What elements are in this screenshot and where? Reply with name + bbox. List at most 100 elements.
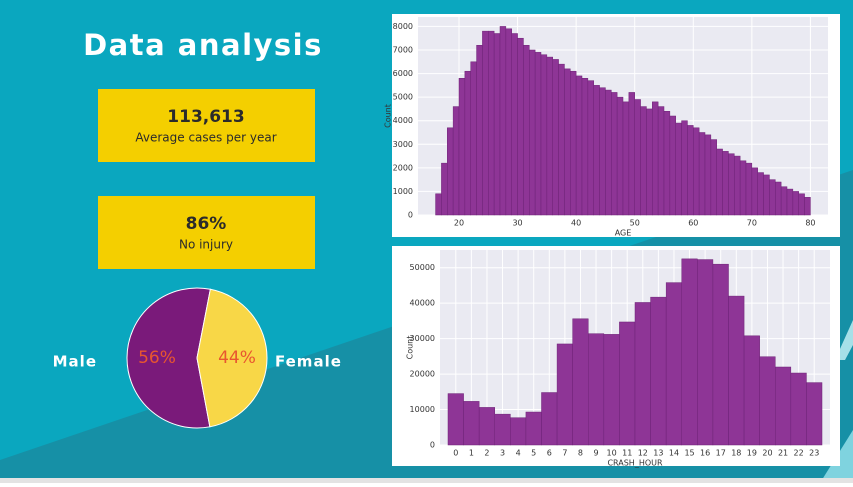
histogram-bar bbox=[435, 193, 442, 216]
histogram-bar bbox=[763, 174, 770, 216]
x-tick-label: 4 bbox=[516, 449, 521, 458]
y-tick-label: 6000 bbox=[393, 69, 413, 78]
pie-value-label: 44% bbox=[218, 348, 256, 368]
bar bbox=[510, 417, 527, 446]
x-tick-label: 17 bbox=[716, 449, 726, 458]
histogram-bar bbox=[652, 101, 659, 216]
histogram-bar bbox=[704, 134, 712, 216]
histogram-bar bbox=[634, 99, 641, 216]
histogram-bar bbox=[675, 122, 682, 216]
bar bbox=[556, 343, 573, 446]
histogram-bar bbox=[751, 167, 758, 216]
histogram-bar bbox=[798, 193, 805, 216]
histogram-bar bbox=[564, 68, 571, 216]
histogram-bar bbox=[657, 106, 665, 216]
x-tick-label: 8 bbox=[578, 449, 583, 458]
bar bbox=[478, 407, 495, 446]
histogram-bar bbox=[693, 127, 700, 216]
x-tick-label: 7 bbox=[562, 449, 567, 458]
y-tick-label: 0 bbox=[430, 441, 435, 450]
histogram-bar bbox=[552, 59, 559, 216]
bar bbox=[759, 356, 776, 446]
kpi-value: 86% bbox=[186, 214, 227, 234]
y-tick-label: 0 bbox=[408, 211, 413, 220]
kpi-card bbox=[98, 196, 315, 269]
bar bbox=[790, 372, 807, 446]
histogram-bar bbox=[488, 30, 495, 216]
y-tick-label: 4000 bbox=[393, 116, 413, 125]
y-tick-label: 8000 bbox=[393, 22, 413, 31]
x-tick-label: 60 bbox=[688, 219, 698, 228]
x-tick-label: 40 bbox=[571, 219, 581, 228]
histogram-bar bbox=[722, 151, 729, 216]
x-tick-label: 0 bbox=[453, 449, 458, 458]
x-tick-label: 80 bbox=[805, 219, 815, 228]
bar bbox=[775, 366, 792, 446]
bar bbox=[665, 282, 683, 446]
histogram-bar bbox=[734, 155, 741, 216]
histogram-bar bbox=[587, 80, 594, 216]
histogram-bar bbox=[523, 45, 530, 216]
histogram-bar bbox=[493, 33, 501, 216]
histogram-bar bbox=[681, 120, 688, 216]
x-tick-label: 30 bbox=[512, 219, 522, 228]
histogram-bar bbox=[458, 78, 466, 216]
histogram-bar bbox=[616, 96, 624, 216]
histogram-bar bbox=[769, 179, 776, 216]
pie-category-label: Female bbox=[275, 353, 342, 371]
slide-title: Data analysis bbox=[83, 28, 323, 62]
y-tick-label: 40000 bbox=[410, 299, 435, 308]
y-tick-label: 1000 bbox=[393, 187, 413, 196]
histogram-bar bbox=[745, 162, 753, 216]
histogram-bar bbox=[605, 89, 612, 216]
bar bbox=[712, 263, 729, 446]
histogram-bar bbox=[786, 188, 794, 216]
kpi-label: Average cases per year bbox=[135, 131, 276, 145]
pie-slice bbox=[126, 287, 211, 429]
histogram-bar bbox=[780, 186, 788, 216]
histogram-bar bbox=[499, 26, 507, 216]
pie-value-label: 56% bbox=[138, 348, 176, 368]
y-tick-label: 7000 bbox=[393, 46, 413, 55]
histogram-bar bbox=[611, 92, 618, 216]
y-tick-label: 5000 bbox=[393, 93, 413, 102]
bar bbox=[541, 392, 558, 446]
x-tick-label: 13 bbox=[653, 449, 663, 458]
x-tick-label: 9 bbox=[593, 449, 598, 458]
kpi-card bbox=[98, 89, 315, 162]
x-tick-label: 23 bbox=[809, 449, 819, 458]
histogram-bar bbox=[640, 106, 647, 216]
bar bbox=[743, 335, 760, 446]
histogram-bar bbox=[669, 115, 676, 216]
histogram-bar bbox=[792, 191, 799, 216]
bar bbox=[634, 302, 651, 446]
bar bbox=[619, 321, 636, 446]
histogram-bar bbox=[511, 33, 518, 216]
histogram-bar bbox=[470, 61, 477, 216]
histogram-bar bbox=[476, 45, 483, 216]
histogram-bar bbox=[599, 87, 606, 216]
bar bbox=[447, 393, 464, 446]
x-tick-label: 1 bbox=[469, 449, 474, 458]
histogram-bar bbox=[593, 85, 600, 216]
x-tick-label: 19 bbox=[747, 449, 757, 458]
y-tick-label: 10000 bbox=[410, 405, 435, 414]
x-tick-label: 50 bbox=[630, 219, 640, 228]
bar bbox=[728, 295, 745, 446]
pie-category-label: Male bbox=[53, 353, 97, 371]
y-tick-label: 50000 bbox=[410, 263, 435, 272]
histogram-bar bbox=[464, 70, 471, 216]
y-axis-label: Count bbox=[406, 336, 415, 360]
y-tick-label: 20000 bbox=[410, 370, 435, 379]
x-tick-label: 70 bbox=[747, 219, 757, 228]
y-tick-label: 3000 bbox=[393, 140, 413, 149]
bar bbox=[588, 333, 605, 446]
histogram-bar bbox=[452, 106, 460, 216]
histogram-bar bbox=[447, 127, 454, 216]
histogram-bar bbox=[558, 63, 565, 216]
bar bbox=[650, 296, 667, 446]
histogram-bar bbox=[540, 54, 548, 216]
kpi-value: 113,613 bbox=[167, 107, 244, 127]
bar bbox=[697, 259, 714, 446]
